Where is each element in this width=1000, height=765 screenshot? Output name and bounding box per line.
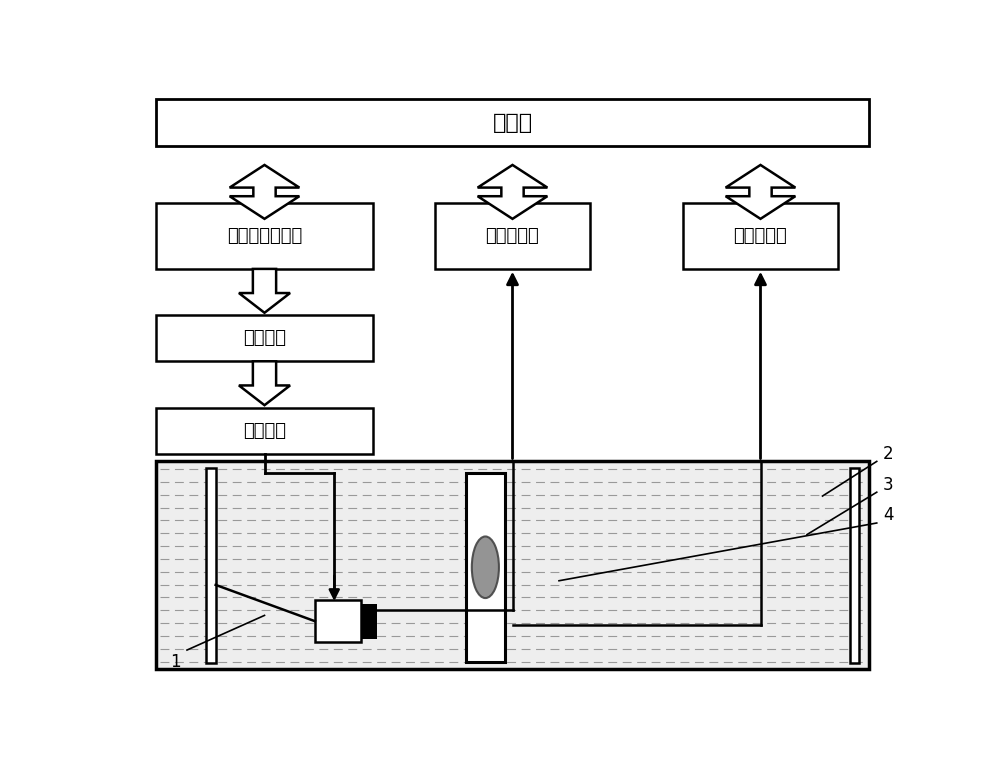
Text: 工控机: 工控机	[492, 112, 533, 132]
Bar	[156, 408, 373, 454]
Bar	[315, 600, 361, 643]
Polygon shape	[478, 165, 547, 219]
Bar	[466, 473, 505, 662]
Bar	[683, 203, 838, 269]
Text: 步进电机: 步进电机	[243, 329, 286, 347]
Text: 数据采集卡: 数据采集卡	[734, 227, 787, 245]
Bar	[435, 203, 590, 269]
Polygon shape	[726, 165, 795, 219]
Polygon shape	[239, 269, 290, 313]
Text: 步进电机控制器: 步进电机控制器	[227, 227, 302, 245]
Polygon shape	[239, 361, 290, 405]
Bar	[206, 467, 216, 663]
Bar	[156, 315, 373, 361]
Polygon shape	[230, 165, 299, 219]
Bar	[156, 203, 373, 269]
Bar	[156, 461, 869, 669]
Text: 1: 1	[170, 653, 181, 671]
Text: 旋转机构: 旋转机构	[243, 422, 286, 440]
Bar	[156, 99, 869, 145]
Ellipse shape	[472, 536, 499, 598]
Bar	[850, 467, 859, 663]
Text: 超声探伤仪: 超声探伤仪	[486, 227, 539, 245]
Bar	[361, 604, 377, 639]
Text: 4: 4	[883, 506, 894, 524]
Text: 3: 3	[883, 476, 894, 493]
Text: 2: 2	[883, 444, 894, 463]
